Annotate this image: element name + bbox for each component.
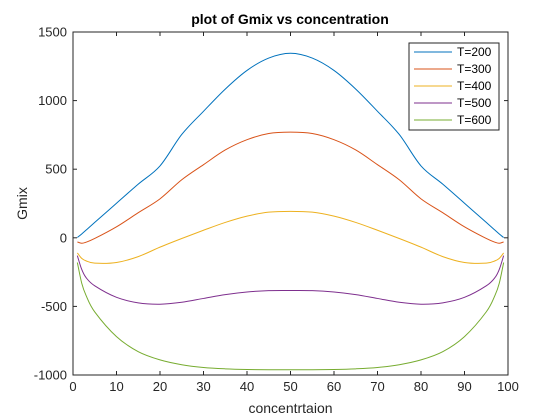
y-tick-label: 0 — [60, 230, 67, 245]
x-tick-label: 100 — [497, 379, 519, 394]
x-tick-label: 30 — [196, 379, 210, 394]
series-line-t-500 — [76, 255, 505, 305]
series-line-t-600 — [76, 262, 505, 371]
legend-entry-label: T=400 — [457, 79, 492, 93]
y-axis-ticks: -1000 -500 0 500 1000 1500 — [34, 25, 508, 383]
y-axis-label: Gmix — [14, 187, 30, 220]
chart-title: plot of Gmix vs concentration — [191, 11, 389, 27]
series-line-t-400 — [76, 210, 505, 264]
x-tick-label: 50 — [283, 379, 297, 394]
x-axis-label: concentrtaion — [248, 400, 332, 416]
x-tick-label: 0 — [69, 379, 76, 394]
series-line-t-200 — [77, 52, 504, 238]
x-tick-label: 10 — [109, 379, 123, 394]
legend-entry-label: T=200 — [457, 45, 492, 59]
legend: T=200 T=300 T=400 T=500 T=600 — [408, 42, 500, 131]
series-layer — [76, 52, 505, 371]
y-tick-label: -1000 — [34, 368, 67, 383]
legend-entry-label: T=300 — [457, 62, 492, 76]
legend-entry-label: T=500 — [457, 96, 492, 110]
y-tick-label: -500 — [41, 299, 67, 314]
x-tick-label: 70 — [370, 379, 384, 394]
legend-items: T=200 T=300 T=400 T=500 T=600 — [414, 45, 492, 127]
x-tick-label: 40 — [240, 379, 254, 394]
y-tick-label: 1000 — [38, 93, 67, 108]
x-axis-ticks: 0 10 20 30 40 50 60 70 80 90 100 — [69, 32, 519, 394]
y-tick-label: 1500 — [38, 25, 67, 40]
x-tick-label: 90 — [457, 379, 471, 394]
x-tick-label: 60 — [327, 379, 341, 394]
x-tick-label: 20 — [153, 379, 167, 394]
legend-entry-label: T=600 — [457, 113, 492, 127]
series-line-t-300 — [77, 131, 504, 244]
y-tick-label: 500 — [45, 162, 67, 177]
x-tick-label: 80 — [414, 379, 428, 394]
